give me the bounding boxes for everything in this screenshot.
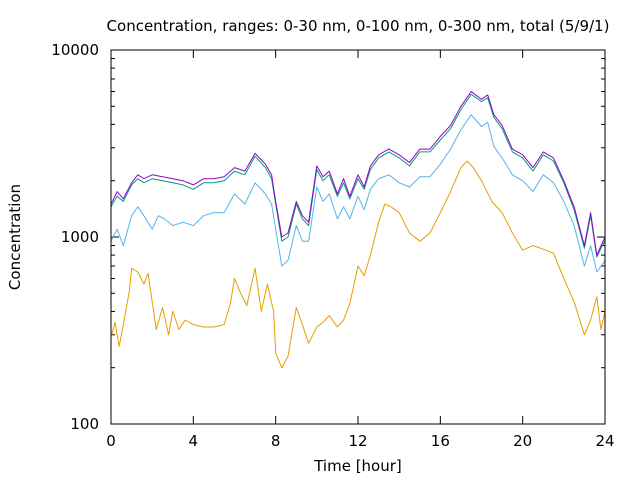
- y-tick-label: 1000: [61, 228, 99, 246]
- x-tick-label: 4: [189, 432, 199, 450]
- chart-title: Concentration, ranges: 0-30 nm, 0-100 nm…: [107, 17, 610, 35]
- series-layer: [110, 91, 606, 369]
- axis-ticks: 0 4 8 12 16 20 24 100 1000 10000: [51, 41, 614, 450]
- series-line-total: [110, 91, 606, 256]
- x-tick-label: 8: [271, 432, 281, 450]
- series-line-range_0_100: [110, 114, 606, 273]
- x-tick-label: 12: [348, 432, 367, 450]
- y-tick-label: 10000: [51, 41, 99, 59]
- x-tick-label: 20: [513, 432, 532, 450]
- series-line-range_0_300: [110, 93, 606, 258]
- y-tick-label: 100: [70, 415, 99, 433]
- x-axis-label: Time [hour]: [313, 457, 402, 475]
- x-tick-label: 0: [106, 432, 116, 450]
- x-tick-label: 24: [595, 432, 614, 450]
- x-tick-label: 16: [431, 432, 450, 450]
- plot-frame: [110, 49, 606, 425]
- series-line-range_0_30: [110, 160, 606, 369]
- y-axis-label: Concentration: [6, 184, 24, 290]
